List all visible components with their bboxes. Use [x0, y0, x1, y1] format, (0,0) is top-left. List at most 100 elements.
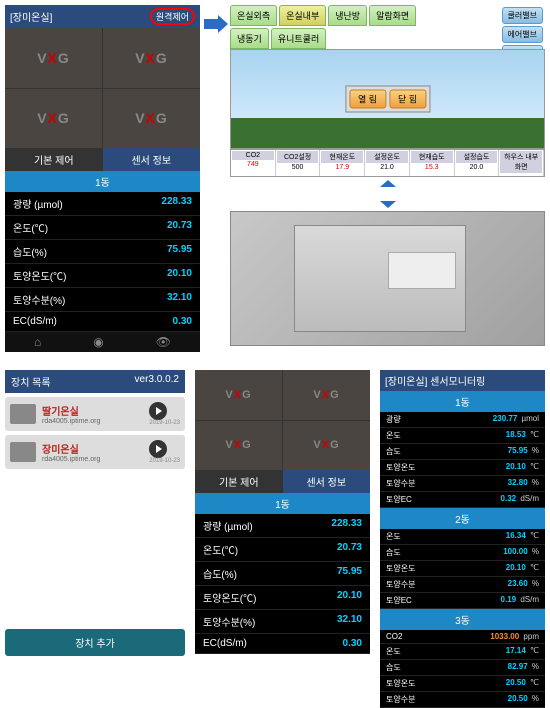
sensor-value: 16.34 [506, 531, 526, 540]
camera-3[interactable]: VXG [5, 89, 102, 149]
sensor-label: 토양수분(%) [203, 614, 255, 629]
sensor-value: 228.33 [331, 518, 362, 533]
camera-3[interactable]: VXG [195, 421, 282, 471]
home-icon[interactable]: ⌂ [34, 335, 41, 349]
green-tab[interactable]: 알람화면 [369, 5, 416, 26]
tab-sensor-info[interactable]: 센서 정보 [283, 470, 371, 493]
camera-2[interactable]: VXG [103, 28, 200, 88]
sensor-unit: ℃ [528, 646, 539, 655]
camera-2[interactable]: VXG [283, 370, 370, 420]
sensor-row: 토양수분20.50 % [380, 692, 545, 708]
vxg-logo: VXG [135, 50, 168, 66]
device-item[interactable]: 장미온실rda4005.iptime.org2019-10-23 [5, 435, 185, 469]
sensor-list: 광량 (µmol)228.33온도(℃)20.73습도(%)75.95토양온도(… [5, 192, 200, 332]
app-title: [장미온실] [10, 9, 52, 24]
camera-4[interactable]: VXG [103, 89, 200, 149]
green-tab[interactable]: 온실외측 [230, 5, 277, 26]
sensor-value: 18.53 [506, 430, 526, 439]
sensor-row: 온도18.53 ℃ [380, 428, 545, 444]
close-button[interactable]: 닫 힘 [389, 90, 426, 109]
sensor-label: CO2 [386, 632, 402, 641]
device-list-title: 장치 목록 [11, 374, 51, 389]
green-tab[interactable]: 온실내부 [279, 5, 326, 26]
sensor-row: 습도(%)75.95 [5, 240, 200, 264]
sensor-unit: % [530, 547, 539, 556]
green-tab[interactable]: 냉난방 [328, 5, 367, 26]
add-device-button[interactable]: 장치 추가 [5, 629, 185, 656]
sensor-row: 온도17.14 ℃ [380, 644, 545, 660]
sensor-row: 온도(℃) 20.73 [195, 538, 370, 562]
sensor-value: 20.73 [167, 220, 192, 235]
sensor-label: 토양온도 [386, 462, 415, 473]
device-url: rda4005.iptime.org [42, 456, 143, 463]
greenhouse-3d-view[interactable]: 열 림 닫 힘 [230, 49, 545, 149]
sensor-value: 20.50 [508, 694, 528, 703]
sensor-unit: dS/m [518, 494, 539, 503]
strip-cell: CO2749 [231, 150, 276, 176]
strip-cell: 현재온도17.9 [320, 150, 365, 176]
device-item[interactable]: 딸기온실rda4005.iptime.org2019-10-23 [5, 397, 185, 431]
remote-control-button[interactable]: 원격제어 [150, 8, 195, 25]
tab-sensor-info[interactable]: 센서 정보 [103, 148, 201, 171]
vxg-logo: VXG [225, 439, 251, 451]
vxg-logo: VXG [313, 389, 339, 401]
tab-basic-control[interactable]: 기본 제어 [5, 148, 103, 171]
greenhouse-app-panel: [장미온실] 원격제어 VXG VXG VXG VXG 기본 제어 센서 정보 … [5, 5, 200, 352]
sensor-value: 20.73 [337, 542, 362, 557]
sensor-label: 광량 [386, 414, 401, 425]
sensor-value: 75.95 [337, 566, 362, 581]
tab-row: 기본 제어 센서 정보 [5, 148, 200, 171]
section-header: 2동 [380, 508, 545, 529]
sensor-value: 228.33 [161, 196, 192, 211]
sensor-label: 온도(℃) [203, 542, 238, 557]
valve-button[interactable]: 에어밸브 [502, 26, 543, 43]
sensor-unit: ℃ [528, 430, 539, 439]
sensor-label: 습도 [386, 446, 401, 457]
sensor-value: 32.80 [508, 478, 528, 487]
play-icon[interactable] [149, 440, 167, 458]
sensor-label: 토양온도 [386, 563, 415, 574]
sensor-value: 32.10 [337, 614, 362, 629]
side-button[interactable]: 냉동기 [230, 28, 269, 49]
sensor-value: 0.30 [173, 316, 192, 327]
titlebar: [장미온실] 원격제어 [5, 5, 200, 28]
sensor-value: 20.50 [506, 678, 526, 687]
camera-icon[interactable]: ◉ [93, 335, 103, 349]
sensor-label: 토양온도(℃) [203, 590, 256, 605]
sensor-unit: µmol [519, 414, 539, 423]
camera-4[interactable]: VXG [283, 421, 370, 471]
sensor-label: 토양EC [386, 494, 412, 505]
sensor-label: 광량 (µmol) [13, 196, 63, 211]
sensor-row: 토양EC0.19 dS/m [380, 593, 545, 609]
vxg-logo: VXG [313, 439, 339, 451]
section-header: 1동 [195, 493, 370, 514]
sensor-value: 0.30 [343, 638, 362, 649]
device-date: 2019-10-23 [149, 420, 180, 426]
tab-basic-control[interactable]: 기본 제어 [195, 470, 283, 493]
open-button[interactable]: 열 림 [349, 90, 386, 109]
vxg-logo: VXG [225, 389, 251, 401]
sensor-row: CO21033.00 ppm [380, 630, 545, 644]
device-thumb [10, 404, 36, 424]
sensor-list: 광량 (µmol)228.33온도(℃)20.73습도(%)75.95토양온도(… [195, 514, 370, 654]
sensor-row: 습도100.00 % [380, 545, 545, 561]
strip-cell: 하우스 내부 화면 [499, 150, 544, 176]
camera-1[interactable]: VXG [195, 370, 282, 420]
valve-button[interactable]: 쿨러밸브 [502, 7, 543, 24]
sensor-label: 토양수분 [386, 478, 415, 489]
side-button[interactable]: 유니트쿨러 [271, 28, 326, 49]
sensor-row: EC(dS/m)0.30 [195, 634, 370, 654]
camera-1[interactable]: VXG [5, 28, 102, 88]
strip-cell: CO2설정500 [276, 150, 321, 176]
sensor-row: 토양수분23.60 % [380, 577, 545, 593]
eye-icon[interactable]: 👁 [156, 335, 171, 349]
sensor-value: 20.10 [337, 590, 362, 605]
sensor-unit: ℃ [528, 462, 539, 471]
sensor-label: 온도(℃) [13, 220, 48, 235]
sensor-value: 82.97 [508, 662, 528, 671]
device-name: 장미온실 [42, 441, 143, 456]
sensor-monitoring-panel: [장미온실] 센서모니터링 1동광량230.77 µmol온도18.53 ℃습도… [380, 370, 545, 708]
sensor-label: 토양수분 [386, 694, 415, 705]
play-icon[interactable] [149, 402, 167, 420]
device-list-panel: 장치 목록 ver3.0.0.2 딸기온실rda4005.iptime.org2… [5, 370, 185, 656]
